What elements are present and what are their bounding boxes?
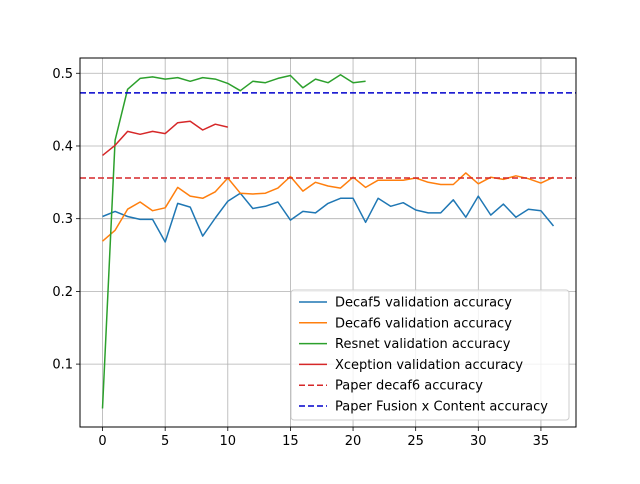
x-tick-label: 20 [345,434,362,449]
legend-label: Resnet validation accuracy [335,337,511,352]
x-tick-label: 10 [220,434,237,449]
x-tick-label: 0 [98,434,106,449]
legend: Decaf5 validation accuracy Decaf6 validat… [290,289,570,421]
legend-box [290,289,570,421]
y-tick-label: 0.4 [52,139,73,154]
tick-layer: 0 5 10 15 20 25 30 35 0.1 0.2 0.3 0.4 0.5 [52,67,549,449]
x-tick-label: 25 [407,434,424,449]
x-tick-label: 5 [161,434,169,449]
x-tick-label: 30 [470,434,487,449]
series-line-2 [102,172,554,242]
series-line-3 [101,73,366,409]
y-tick-label: 0.1 [52,358,73,373]
plot-frame [79,57,577,428]
legend-label: Paper Fusion x Content accuracy [335,400,548,415]
legend-label: Decaf5 validation accuracy [335,296,512,311]
y-tick-label: 0.3 [52,212,73,227]
legend-label: Xception validation accuracy [335,358,523,373]
series-layer [80,73,576,409]
x-tick-label: 15 [282,434,299,449]
y-tick-label: 0.2 [52,285,73,300]
series-line-1 [102,192,555,243]
series-line-4 [102,120,228,156]
legend-label: Decaf6 validation accuracy [335,316,512,331]
x-tick-label: 35 [533,434,550,449]
y-tick-label: 0.5 [52,67,73,82]
legend-label: Paper decaf6 accuracy [335,379,483,394]
